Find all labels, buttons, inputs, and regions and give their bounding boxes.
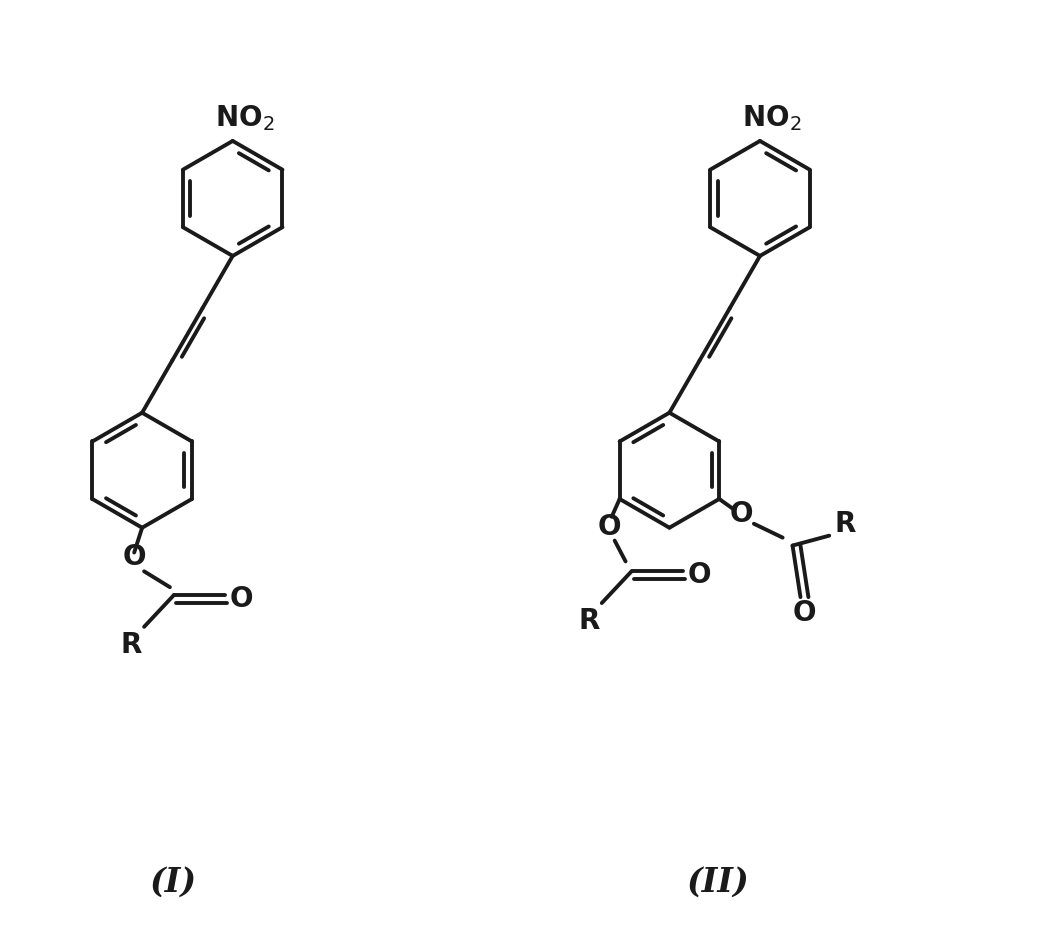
Text: R: R	[834, 510, 855, 537]
Text: R: R	[578, 607, 600, 635]
Text: (II): (II)	[687, 866, 750, 899]
Text: O: O	[230, 585, 253, 614]
Text: O: O	[687, 561, 711, 589]
Text: O: O	[598, 513, 621, 541]
Text: O: O	[793, 599, 816, 627]
Text: NO$_2$: NO$_2$	[215, 104, 275, 133]
Text: NO$_2$: NO$_2$	[742, 104, 801, 133]
Text: O: O	[729, 500, 752, 528]
Text: R: R	[120, 630, 142, 659]
Text: (I): (I)	[150, 866, 197, 899]
Text: O: O	[122, 544, 146, 571]
